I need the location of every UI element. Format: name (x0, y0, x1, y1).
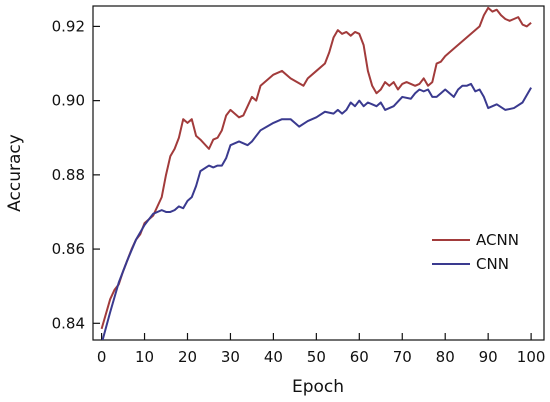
x-tick-label: 100 (517, 348, 546, 366)
plot-area (92, 5, 545, 341)
series-lines (100, 6, 532, 340)
y-axis-title: Accuracy (5, 134, 25, 212)
series-line-acnn (100, 6, 532, 330)
x-tick-label: 10 (135, 348, 154, 366)
y-axis: 0.84 0.86 0.88 0.90 0.92 (52, 17, 100, 332)
y-tick-label: 0.86 (52, 240, 85, 258)
y-tick-label: 0.84 (52, 314, 85, 332)
x-tick-label: 30 (221, 348, 240, 366)
legend-label-cnn: CNN (476, 255, 509, 273)
legend-label-acnn: ACNN (476, 231, 519, 249)
x-tick-label: 70 (393, 348, 412, 366)
x-axis: 0 10 20 30 40 50 60 70 80 90 100 (97, 333, 546, 366)
x-tick-label: 80 (436, 348, 455, 366)
y-tick-label: 0.90 (52, 92, 85, 110)
y-tick-label: 0.88 (52, 166, 85, 184)
x-tick-label: 40 (264, 348, 283, 366)
y-tick-label: 0.92 (52, 17, 85, 35)
x-tick-label: 0 (97, 348, 107, 366)
x-tick-label: 20 (178, 348, 197, 366)
series-line-cnn (101, 82, 532, 340)
x-tick-label: 60 (350, 348, 369, 366)
legend: ACNN CNN (432, 231, 519, 273)
x-axis-title: Epoch (292, 377, 344, 397)
x-tick-label: 90 (479, 348, 498, 366)
x-tick-label: 50 (307, 348, 326, 366)
